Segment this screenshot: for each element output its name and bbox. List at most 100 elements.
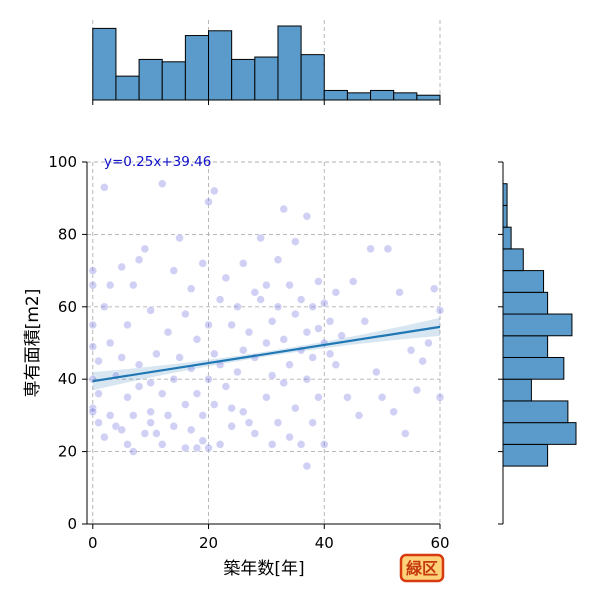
scatter-point [296,440,306,449]
y-hist-bar [502,248,524,272]
scatter-point [291,237,300,246]
scatter-point [140,244,150,254]
scatter-point [256,295,265,304]
scatter-point [238,345,248,355]
scatter-point [267,440,277,449]
y-hist-bar [502,400,569,424]
x-hist-bar [416,94,441,101]
scatter-point [88,374,98,384]
scatter-point [117,353,127,362]
y-hist-bar [502,356,565,380]
scatter-point [169,421,179,431]
y-marginal-histogram [498,161,577,525]
scatter-point [418,356,427,366]
y-hist-bar [502,378,532,402]
scatter-point [273,302,283,312]
scatter-point [319,440,329,449]
tick-labels: 0 20 40 60 0 20 40 60 80 100 [48,153,449,552]
scatter-point [233,367,242,377]
scatter-point [302,212,312,221]
scatter-point [331,360,341,370]
scatter-point [181,443,190,453]
y-hist-bar [502,443,549,467]
x-hist-bar [300,54,325,101]
scatter-point [169,374,179,384]
scatter-point [279,335,289,344]
x-axis-label: 築年数[年] [223,559,304,579]
scatter-point [105,338,115,348]
area-badge: 緑区 [399,553,445,583]
scatter-point [198,436,208,446]
scatter-point [331,288,341,297]
scatter-point [163,327,173,337]
y-axis-label: 専有面積[m2] [23,289,43,398]
scatter-point [94,356,103,366]
scatter-point [221,273,231,283]
scatter-point [88,320,98,330]
scatter-point [152,349,161,359]
x-hist-bar [92,27,117,101]
scatter-point [210,349,219,359]
scatter-point [146,418,155,427]
scatter-point [198,259,208,268]
y-tick-label: 100 [48,153,77,171]
y-hist-bar [502,313,573,337]
scatter-point [227,421,236,431]
scatter-point [117,425,127,435]
scatter-point [204,443,213,453]
scatter-point [105,411,115,420]
scatter-point [157,389,167,398]
scatter-point [285,280,294,290]
y-tick-label: 80 [58,225,77,243]
scatter-point [123,392,132,402]
scatter-point [348,277,358,286]
scatter-point [198,411,208,420]
scatter-point [128,447,138,456]
x-hist-bar [138,58,163,101]
y-tick-label: 20 [58,443,77,461]
x-hist-bar [254,56,279,101]
y-tick-label: 40 [58,370,77,388]
scatter-point [169,266,179,275]
scatter-point [366,244,375,254]
scatter-point [314,324,323,333]
scatter-point [175,353,184,362]
scatter-point [221,382,231,391]
y-hist-bar [502,291,549,315]
main-axes [82,161,441,529]
scatter-points [88,179,445,471]
x-hist-bar [208,30,233,101]
scatter-point [435,306,445,315]
scatter-point [88,407,98,417]
scatter-point [250,288,260,297]
scatter-point [244,418,254,427]
scatter-point [100,432,109,442]
scatter-point [134,255,144,265]
scatter-point [88,266,98,275]
area-badge-label: 緑区 [406,559,438,578]
scatter-point [123,440,132,449]
scatter-point [360,316,370,326]
scatter-point [424,338,433,348]
x-hist-bar [161,61,186,101]
scatter-point [186,284,196,294]
y-hist-bar [502,183,508,206]
area-badge-box [399,553,445,583]
x-hist-bar [115,75,140,101]
scatter-point [105,280,115,290]
x-marginal-histogram [92,20,441,105]
scatter-point [215,295,225,304]
scatter-point [210,400,219,409]
y-hist-bar [502,226,512,250]
scatter-point [157,440,167,449]
scatter-point [134,382,144,391]
y-hist-bar [502,270,545,293]
scatter-point [215,440,225,449]
scatter-point [291,403,300,413]
scatter-point [406,345,416,355]
scatter-point [273,255,283,265]
scatter-point [325,316,335,326]
scatter-point [163,411,173,420]
regression-line-group [92,325,441,383]
scatter-point [117,262,127,272]
